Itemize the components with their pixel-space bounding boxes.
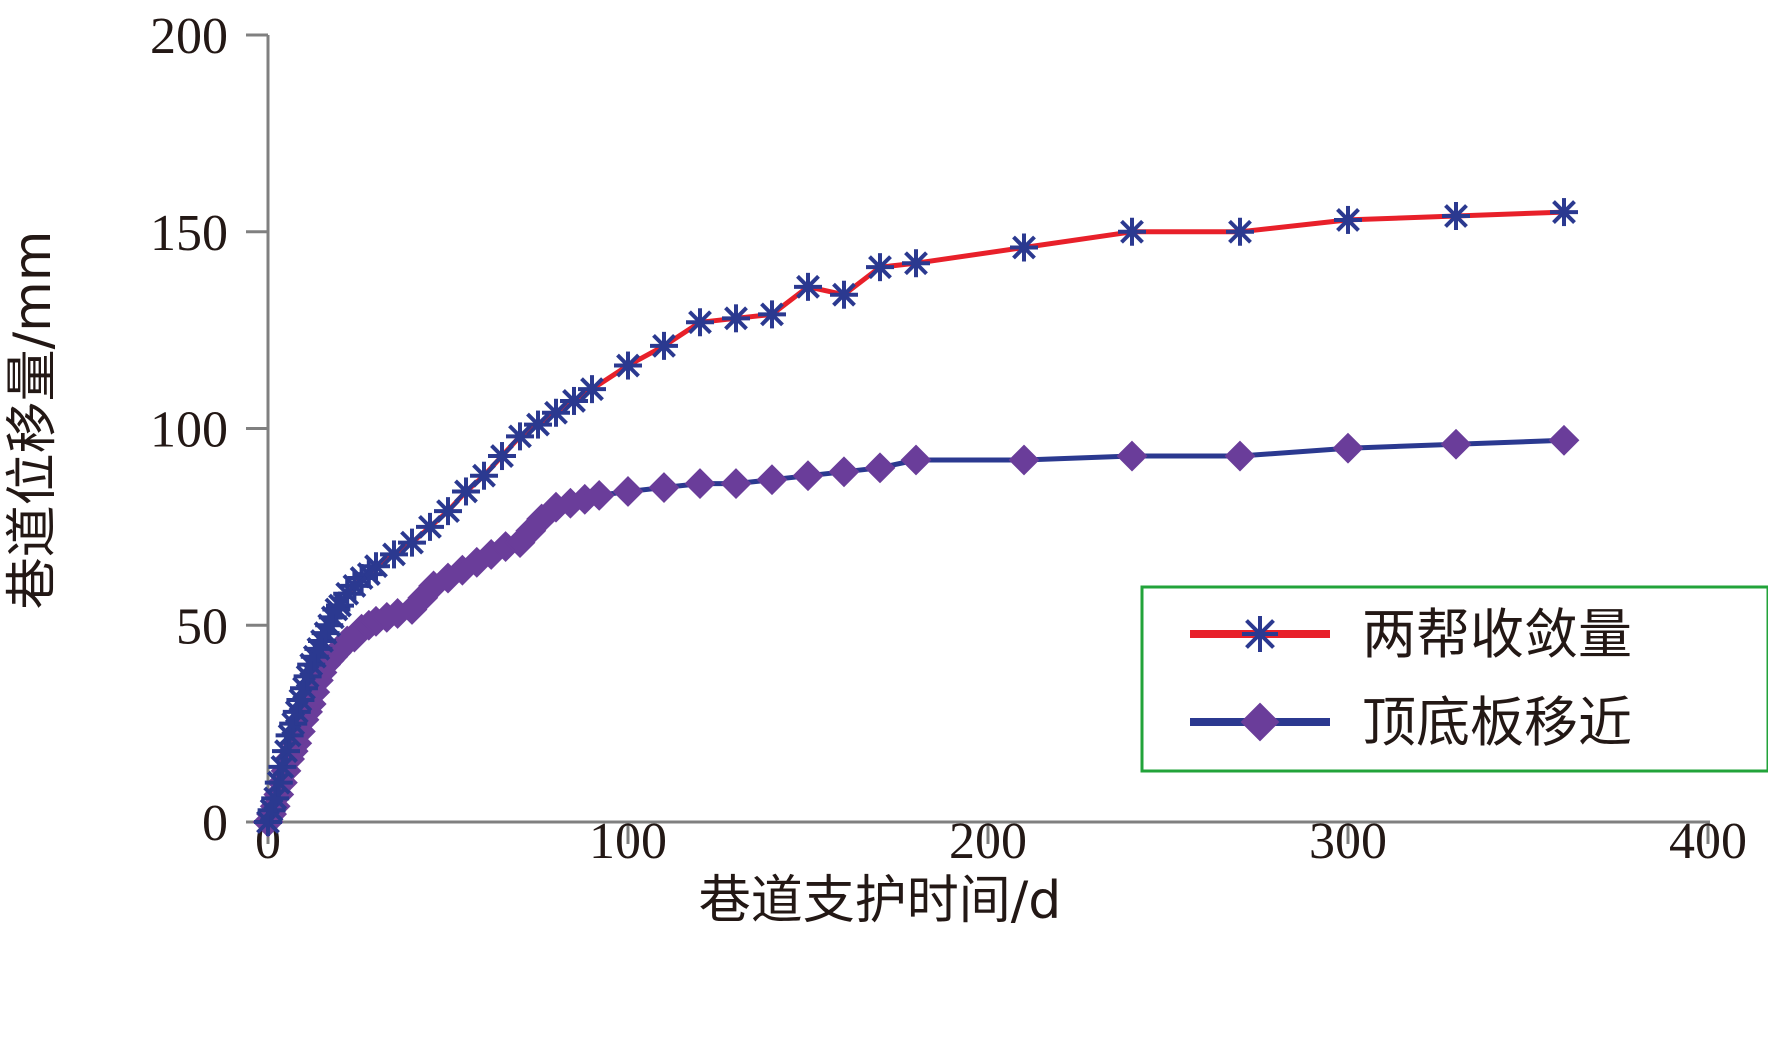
- x-tick-label: 100: [589, 813, 667, 870]
- convergence-point: [524, 410, 552, 439]
- convergence-point: [722, 304, 750, 333]
- convergence-point: [506, 422, 534, 451]
- x-axis-title: 巷道支护时间/d: [699, 871, 1062, 931]
- series-layer: [252, 198, 1580, 838]
- convergence-point: [650, 331, 678, 360]
- axes: 0 50 100 150 200 0 100 200 300 400: [150, 8, 1747, 870]
- roof-floor-point: [828, 456, 860, 488]
- convergence-point: [542, 398, 570, 427]
- y-tick-label: 100: [150, 402, 228, 459]
- roof-floor-point: [1224, 440, 1256, 472]
- y-axis-title: 巷道位移量/mm: [3, 231, 63, 610]
- convergence-point: [362, 552, 390, 581]
- series-convergence: [254, 198, 1578, 836]
- convergence-point: [1010, 233, 1038, 262]
- convergence-point: [1442, 202, 1470, 231]
- roof-floor-point: [1008, 444, 1040, 476]
- legend-box: [1140, 585, 1768, 773]
- legend-diamond-marker: [1240, 702, 1280, 742]
- roof-floor-point: [684, 468, 716, 500]
- roof-floor-point: [1332, 432, 1364, 464]
- roof-floor-point: [864, 452, 896, 484]
- convergence-point: [866, 253, 894, 282]
- y-tick-label: 200: [150, 8, 228, 65]
- y-tick-label: 50: [176, 598, 228, 655]
- convergence-point: [1550, 198, 1578, 227]
- convergence-point: [686, 308, 714, 337]
- convergence-point: [488, 442, 516, 471]
- convergence-point: [578, 375, 606, 404]
- legend-label-roof-floor: 顶底板移近: [1362, 691, 1632, 754]
- roof-floor-point: [1548, 424, 1580, 456]
- y-ticks: 0 50 100 150 200: [150, 8, 268, 852]
- convergence-point: [1226, 217, 1254, 246]
- y-tick-label: 150: [150, 205, 228, 262]
- convergence-point: [1118, 217, 1146, 246]
- convergence-point: [758, 300, 786, 329]
- roof-floor-point: [720, 468, 752, 500]
- x-ticks: 0 100 200 300 400: [255, 813, 1747, 870]
- convergence-point: [434, 497, 462, 526]
- legend-marker-convergence: [1242, 616, 1278, 652]
- convergence-point: [614, 351, 642, 380]
- roof-floor-point: [756, 464, 788, 496]
- convergence-point: [416, 512, 444, 541]
- roof-floor-point: [583, 479, 615, 511]
- legend-label-convergence: 两帮收敛量: [1362, 603, 1632, 666]
- convergence-point: [470, 461, 498, 490]
- x-tick-label: 400: [1669, 813, 1747, 870]
- roof-floor-point: [1440, 428, 1472, 460]
- roof-floor-point: [648, 472, 680, 503]
- legend-star-marker: [1242, 616, 1278, 652]
- legend: 两帮收敛量 顶底板移近: [1140, 585, 1768, 773]
- convergence-point: [902, 249, 930, 278]
- roof-floor-point: [900, 444, 932, 476]
- roof-floor-point: [792, 460, 824, 492]
- convergence-point: [560, 386, 588, 415]
- convergence-point: [1334, 205, 1362, 234]
- x-tick-label: 300: [1309, 813, 1387, 870]
- roof-floor-point: [612, 476, 644, 507]
- convergence-point: [380, 540, 408, 569]
- convergence-point: [830, 280, 858, 309]
- x-tick-label: 200: [949, 813, 1027, 870]
- y-tick-label: 0: [202, 795, 228, 852]
- convergence-point: [794, 272, 822, 301]
- legend-marker-roof-floor: [1240, 702, 1280, 742]
- roof-floor-point: [1116, 440, 1148, 472]
